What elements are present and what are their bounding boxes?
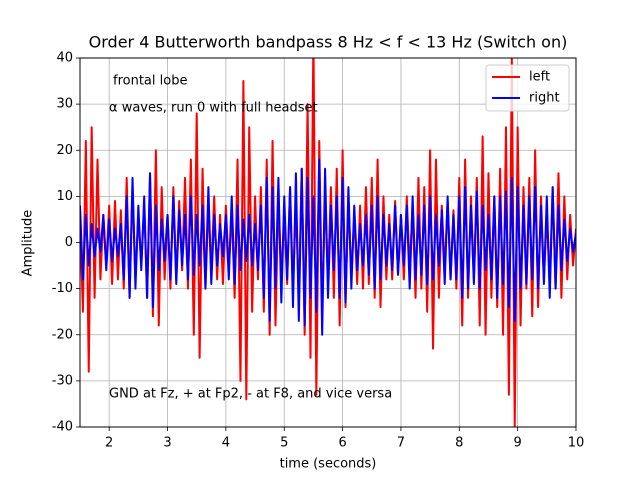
x-tick-label: 3 xyxy=(163,436,171,451)
x-tick-label: 9 xyxy=(514,436,522,451)
annotation: GND at Fz, + at Fp2, - at F8, and vice v… xyxy=(109,387,392,402)
x-axis-label: time (seconds) xyxy=(280,457,377,472)
y-tick-label: 30 xyxy=(56,97,73,112)
axes-frame xyxy=(79,57,577,428)
x-tick-label: 8 xyxy=(455,436,463,451)
legend-label: right xyxy=(529,91,560,106)
chart-title: Order 4 Butterworth bandpass 8 Hz < f < … xyxy=(89,33,568,52)
y-tick-label: 20 xyxy=(56,143,73,158)
y-tick-label: -10 xyxy=(52,281,73,296)
annotation: α waves, run 0 with full headset xyxy=(109,101,318,116)
y-tick-label: -40 xyxy=(52,420,73,435)
annotation: frontal lobe xyxy=(113,74,187,89)
series-line xyxy=(80,158,576,336)
x-tick-label: 4 xyxy=(222,436,230,451)
y-tick-label: 10 xyxy=(56,189,73,204)
y-tick-label: -30 xyxy=(52,373,73,388)
y-tick-label: 40 xyxy=(56,51,73,66)
x-tick-label: 10 xyxy=(568,436,585,451)
x-tick-label: 6 xyxy=(338,436,346,451)
y-axis-label: Amplitude xyxy=(21,210,36,277)
x-tick-label: 2 xyxy=(105,436,113,451)
x-tick-label: 5 xyxy=(280,436,288,451)
x-tick-label: 7 xyxy=(397,436,405,451)
y-tick-label: -20 xyxy=(52,327,73,342)
legend-label: left xyxy=(529,70,550,85)
y-tick-label: 0 xyxy=(65,235,73,250)
